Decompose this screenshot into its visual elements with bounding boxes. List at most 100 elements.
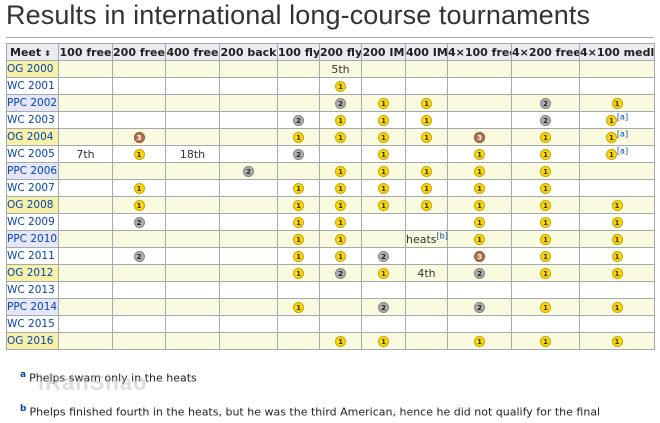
result-cell: 1 (277, 128, 320, 146)
result-cell (165, 315, 220, 333)
result-cell: 1 (447, 179, 512, 197)
footnote-ref-link[interactable]: [a] (616, 145, 629, 155)
result-cell: 1 (319, 111, 362, 129)
result-cell: 1 (405, 94, 448, 112)
footnote-ref-link[interactable]: [b] (436, 230, 448, 240)
meet-link[interactable]: WC 2011 (6, 247, 59, 265)
meet-link[interactable]: OG 2016 (6, 332, 59, 350)
result-cell (579, 281, 655, 299)
result-cell (58, 332, 113, 350)
footnote-ref-link[interactable]: [a] (616, 128, 629, 138)
result-cell (58, 162, 113, 180)
result-cell: 1 (319, 77, 362, 95)
result-cell (58, 77, 113, 95)
silver-medal-icon: 2 (335, 98, 346, 109)
meet-link[interactable]: WC 2009 (6, 213, 59, 231)
footnote-b: b Phelps finished fourth in the heats, bu… (20, 404, 600, 419)
gold-medal-icon: 1 (421, 166, 432, 177)
result-cell: 1 (319, 128, 362, 146)
meet-link[interactable]: WC 2005 (6, 145, 59, 163)
result-cell (361, 315, 406, 333)
result-cell (58, 179, 113, 197)
result-cell: 1 (579, 196, 655, 214)
gold-medal-icon: 1 (540, 217, 551, 228)
silver-medal-icon: 2 (378, 302, 389, 313)
meet-link[interactable]: PPC 2006 (6, 162, 59, 180)
result-cell (277, 94, 320, 112)
result-cell: 1 (447, 230, 512, 248)
meet-link[interactable]: OG 2004 (6, 128, 59, 146)
meet-link[interactable]: WC 2007 (6, 179, 59, 197)
footnote-letter: a (20, 370, 27, 380)
meet-link[interactable]: OG 2000 (6, 60, 59, 78)
result-cell (405, 145, 448, 163)
gold-medal-icon: 1 (378, 268, 389, 279)
result-cell (58, 264, 113, 282)
meet-link[interactable]: WC 2015 (6, 315, 59, 333)
result-cell: 1 (361, 128, 406, 146)
footnote-text: Phelps swam only in the heats (29, 371, 197, 385)
result-cell (219, 196, 278, 214)
silver-medal-icon: 2 (133, 251, 145, 262)
result-cell: 1 (319, 179, 362, 197)
result-cell: 1 (112, 179, 166, 197)
sort-icon[interactable]: ⬍ (44, 48, 51, 58)
footnote-ref-link[interactable]: [a] (616, 111, 629, 121)
gold-medal-icon: 1 (540, 302, 551, 313)
table-row: OG 2016 1 1 1 1 1 (6, 332, 655, 350)
gold-medal-icon: 1 (335, 115, 346, 126)
meet-link[interactable]: WC 2013 (6, 281, 59, 299)
column-header-label: 4×100 medley (580, 45, 655, 59)
meet-link[interactable]: PPC 2002 (6, 94, 59, 112)
result-cell: 1[a] (579, 128, 655, 146)
result-cell: 1 (112, 196, 166, 214)
result-cell (405, 298, 448, 316)
result-cell (405, 247, 448, 265)
result-cell (165, 230, 220, 248)
column-header-meet[interactable]: Meet ⬍ (6, 43, 59, 61)
meet-link[interactable]: PPC 2014 (6, 298, 59, 316)
result-cell (112, 315, 166, 333)
result-cell (219, 298, 278, 316)
result-cell (58, 94, 113, 112)
gold-medal-icon: 1 (605, 149, 617, 160)
result-cell (579, 179, 655, 197)
gold-medal-icon: 1 (378, 336, 389, 347)
result-cell: 1 (447, 196, 512, 214)
result-cell: 2 (219, 162, 278, 180)
result-cell (112, 230, 166, 248)
result-cell (447, 315, 512, 333)
meet-link[interactable]: WC 2001 (6, 77, 59, 95)
result-cell (447, 60, 512, 78)
column-header: 4×200 free (511, 43, 580, 61)
silver-medal-icon: 2 (293, 149, 304, 160)
result-cell: 1 (361, 94, 406, 112)
result-cell: 1 (447, 145, 512, 163)
meet-link[interactable]: OG 2012 (6, 264, 59, 282)
result-cell: 1 (277, 179, 320, 197)
gold-medal-icon: 1 (611, 268, 623, 279)
footnote-letter: b (20, 404, 27, 414)
result-cell: 1 (405, 179, 448, 197)
table-header-row: Meet ⬍ 100 free 200 free 400 free 200 back 100… (6, 43, 655, 61)
gold-medal-icon: 1 (540, 268, 551, 279)
result-cell: 1 (511, 298, 580, 316)
gold-medal-icon: 1 (378, 200, 389, 211)
column-header: 400 IM (405, 43, 448, 61)
gold-medal-icon: 1 (540, 183, 551, 194)
result-cell: 1 (511, 213, 580, 231)
result-cell (361, 213, 406, 231)
result-cell: 1[a] (579, 145, 655, 163)
gold-medal-icon: 1 (474, 336, 485, 347)
result-cell (219, 230, 278, 248)
result-cell: 1 (277, 213, 320, 231)
result-cell (112, 162, 166, 180)
meet-link[interactable]: OG 2008 (6, 196, 59, 214)
result-cell (58, 213, 113, 231)
result-cell (219, 77, 278, 95)
meet-link[interactable]: WC 2003 (6, 111, 59, 129)
bronze-medal-icon: 3 (133, 132, 145, 143)
gold-medal-icon: 1 (293, 302, 304, 313)
result-cell: 2 (361, 247, 406, 265)
meet-link[interactable]: PPC 2010 (6, 230, 59, 248)
